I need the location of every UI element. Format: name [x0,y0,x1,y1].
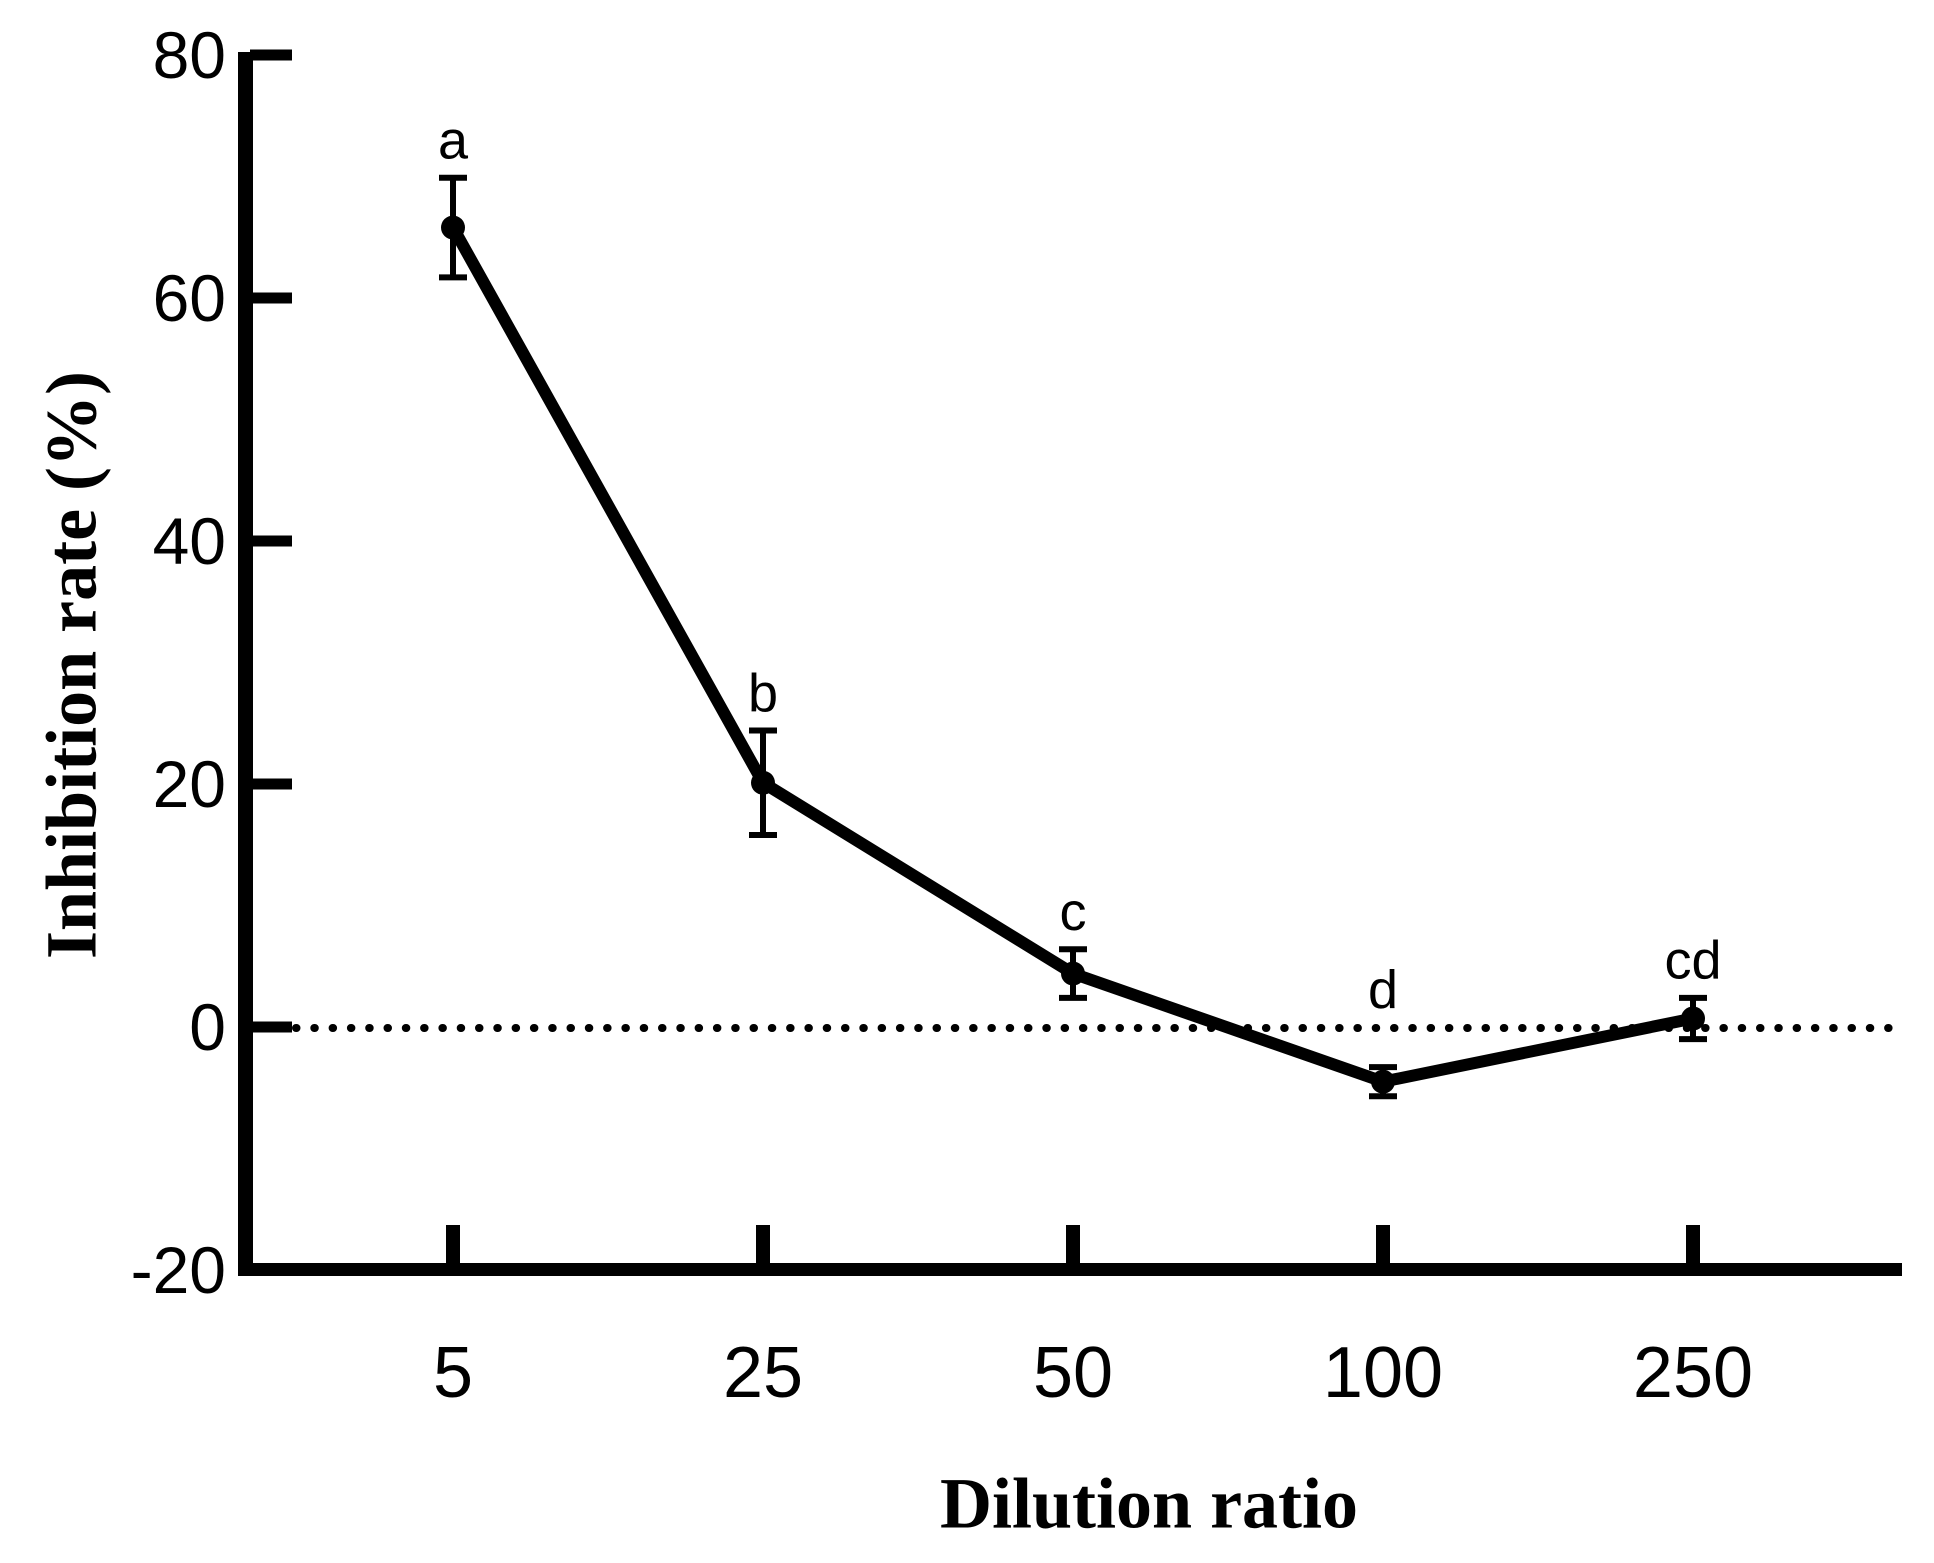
significance-letter-label: b [748,663,778,723]
x-tick-mark [1066,1225,1080,1263]
data-point-marker [1371,1069,1395,1094]
y-tick-mark [250,49,292,61]
y-tick-label: 0 [189,990,226,1064]
data-point-marker [1061,961,1085,986]
data-point-marker [1681,1006,1705,1031]
x-tick-label: 100 [1323,1333,1443,1413]
y-axis-line [238,52,253,1276]
data-point-marker [751,770,775,795]
y-tick-label: 60 [153,261,226,335]
x-tick-mark [1376,1225,1390,1263]
x-axis-title: Dilution ratio [939,1463,1359,1544]
x-tick-mark [756,1225,770,1263]
y-tick-mark [250,535,292,547]
y-axis-title: Inhibition rate (%) [31,370,112,960]
x-tick-mark [446,1225,460,1263]
y-tick-label: 40 [153,504,226,578]
y-tick-label: -20 [131,1233,226,1307]
significance-letter-label: d [1368,960,1398,1020]
y-tick-mark [250,1021,292,1033]
data-point-marker [441,215,465,240]
x-axis-line [238,1263,1902,1276]
significance-letter-label: a [438,111,469,171]
x-tick-label: 50 [1033,1333,1113,1413]
y-tick-mark [250,292,292,304]
x-tick-mark [1686,1225,1700,1263]
significance-letter-label: cd [1664,931,1721,991]
y-tick-label: 80 [153,18,226,92]
x-tick-label: 250 [1633,1333,1753,1413]
x-tick-label: 25 [723,1333,803,1413]
significance-letter-label: c [1060,882,1087,942]
y-tick-label: 20 [153,747,226,821]
y-tick-mark [250,778,292,790]
x-tick-label: 5 [433,1333,473,1413]
